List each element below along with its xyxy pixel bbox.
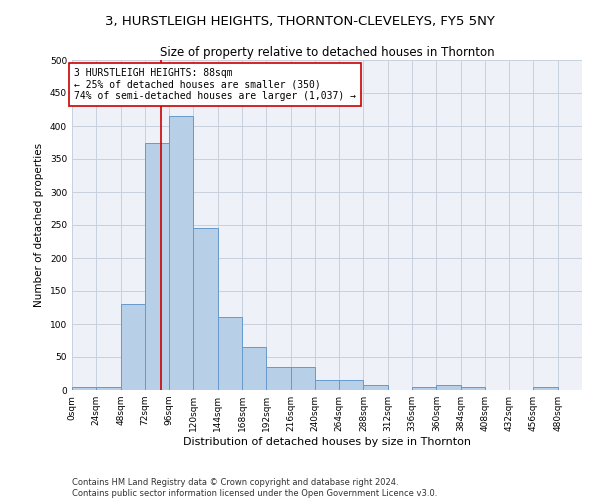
Bar (436, 386, 461, 390)
Title: Size of property relative to detached houses in Thornton: Size of property relative to detached ho… (160, 46, 494, 59)
Bar (412, 386, 436, 390)
Bar (121, 304, 145, 390)
Text: Contains HM Land Registry data © Crown copyright and database right 2024.
Contai: Contains HM Land Registry data © Crown c… (72, 478, 437, 498)
Bar (290, 367, 315, 390)
Bar (242, 347, 266, 390)
Bar (193, 228, 218, 390)
Text: 3 HURSTLEIGH HEIGHTS: 88sqm
← 25% of detached houses are smaller (350)
74% of se: 3 HURSTLEIGH HEIGHTS: 88sqm ← 25% of det… (74, 68, 356, 101)
Bar (145, 142, 169, 390)
Y-axis label: Number of detached properties: Number of detached properties (34, 143, 44, 307)
Bar (218, 318, 242, 390)
X-axis label: Distribution of detached houses by size in Thornton: Distribution of detached houses by size … (183, 437, 471, 447)
Text: 3, HURSTLEIGH HEIGHTS, THORNTON-CLEVELEYS, FY5 5NY: 3, HURSTLEIGH HEIGHTS, THORNTON-CLEVELEY… (105, 15, 495, 28)
Bar (72, 386, 96, 390)
Bar (96, 386, 121, 390)
Bar (266, 367, 290, 390)
Bar (169, 116, 193, 390)
Bar (364, 384, 388, 390)
Bar (339, 380, 364, 390)
Bar (315, 380, 339, 390)
Bar (533, 386, 558, 390)
Bar (461, 386, 485, 390)
